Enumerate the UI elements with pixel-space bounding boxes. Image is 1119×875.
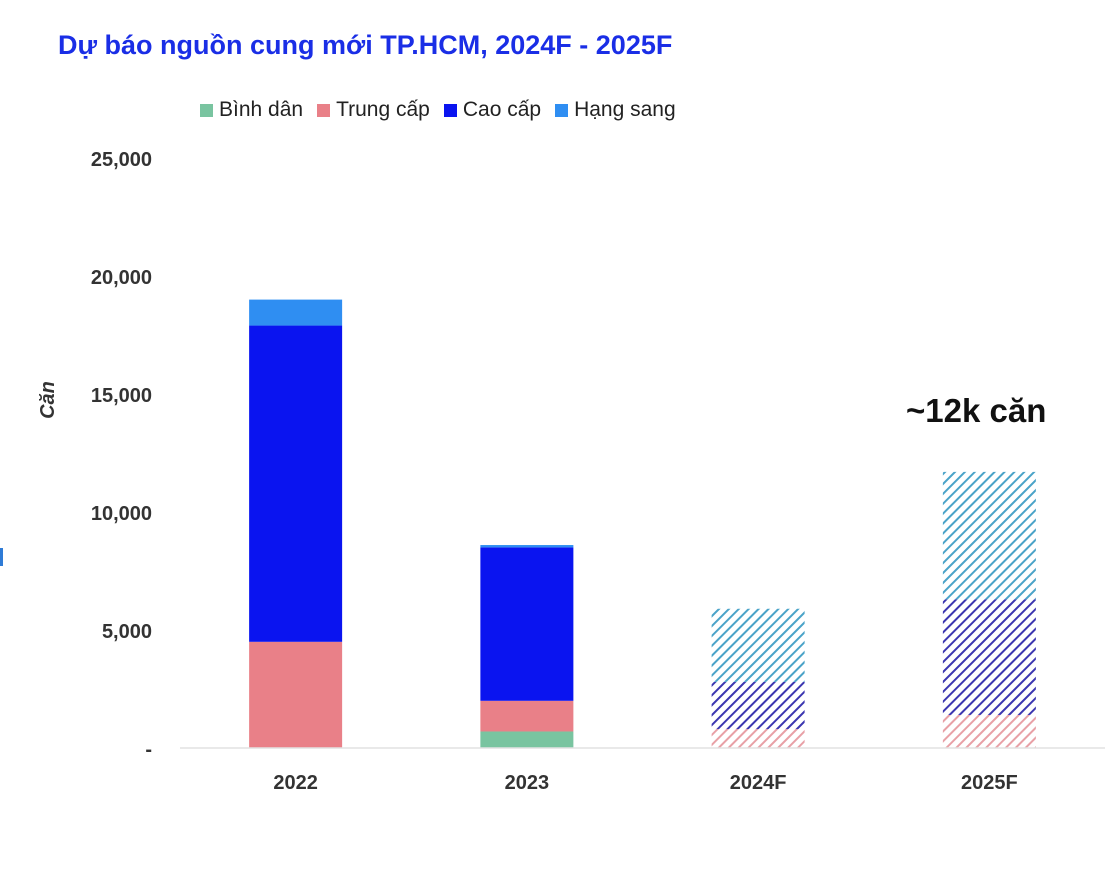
bar-cao-cap-2022	[249, 325, 343, 642]
bar-hang-sang-2023	[480, 545, 574, 548]
legend-label: Hạng sang	[574, 98, 676, 121]
bar-hang-sang-2024f	[711, 608, 805, 682]
legend-swatch	[555, 103, 569, 117]
y-tick-label: 5,000	[102, 621, 152, 643]
bar-hang-sang-2025f	[942, 471, 1036, 600]
legend-item-cao-cap: Cao cấp	[443, 98, 542, 122]
bar-cao-cap-2024f	[711, 681, 805, 730]
legend-label: Bình dân	[219, 98, 304, 121]
legend-swatch	[443, 103, 457, 117]
x-tick-label: 2024F	[730, 772, 787, 794]
y-axis: - 5,000 10,000 15,000 20,000 25,000 Căn	[37, 149, 152, 761]
bar-binh-dan-2023	[480, 731, 574, 748]
forecast-annotation: ~12k căn	[906, 392, 1047, 429]
legend-item-trung-cap: Trung cấp	[317, 98, 430, 122]
x-axis: 2022 2023 2024F 2025F	[180, 747, 1105, 794]
bar-trung-cap-2022	[249, 641, 343, 748]
bar-cao-cap-2025f	[942, 599, 1036, 715]
legend-label: Cao cấp	[462, 98, 542, 121]
edge-marker	[0, 548, 3, 566]
y-tick-label: 15,000	[91, 385, 152, 407]
x-tick-label: 2025F	[961, 772, 1018, 794]
legend-item-hang-sang: Hạng sang	[555, 98, 676, 122]
x-tick-label: 2023	[505, 772, 550, 794]
bar-hang-sang-2022	[249, 299, 343, 326]
bar-cao-cap-2023	[480, 547, 574, 701]
chart-title: Dự báo nguồn cung mới TP.HCM, 2024F - 20…	[58, 30, 673, 60]
legend-item-binh-dan: Bình dân	[200, 98, 303, 122]
bar-trung-cap-2025f	[942, 714, 1036, 748]
x-tick-label: 2022	[273, 772, 318, 794]
y-tick-label: 20,000	[91, 267, 152, 289]
bars	[249, 299, 1036, 748]
bar-trung-cap-2023	[480, 700, 574, 732]
legend: Bình dân Trung cấp Cao cấp Hạng sang	[200, 98, 676, 122]
legend-swatch	[317, 103, 331, 117]
bar-trung-cap-2024f	[711, 729, 805, 748]
y-tick-label: -	[145, 739, 152, 761]
y-axis-label: Căn	[37, 381, 59, 419]
y-tick-label: 10,000	[91, 503, 152, 525]
y-tick-label: 25,000	[91, 149, 152, 171]
legend-swatch	[200, 103, 213, 117]
legend-label: Trung cấp	[336, 98, 430, 121]
